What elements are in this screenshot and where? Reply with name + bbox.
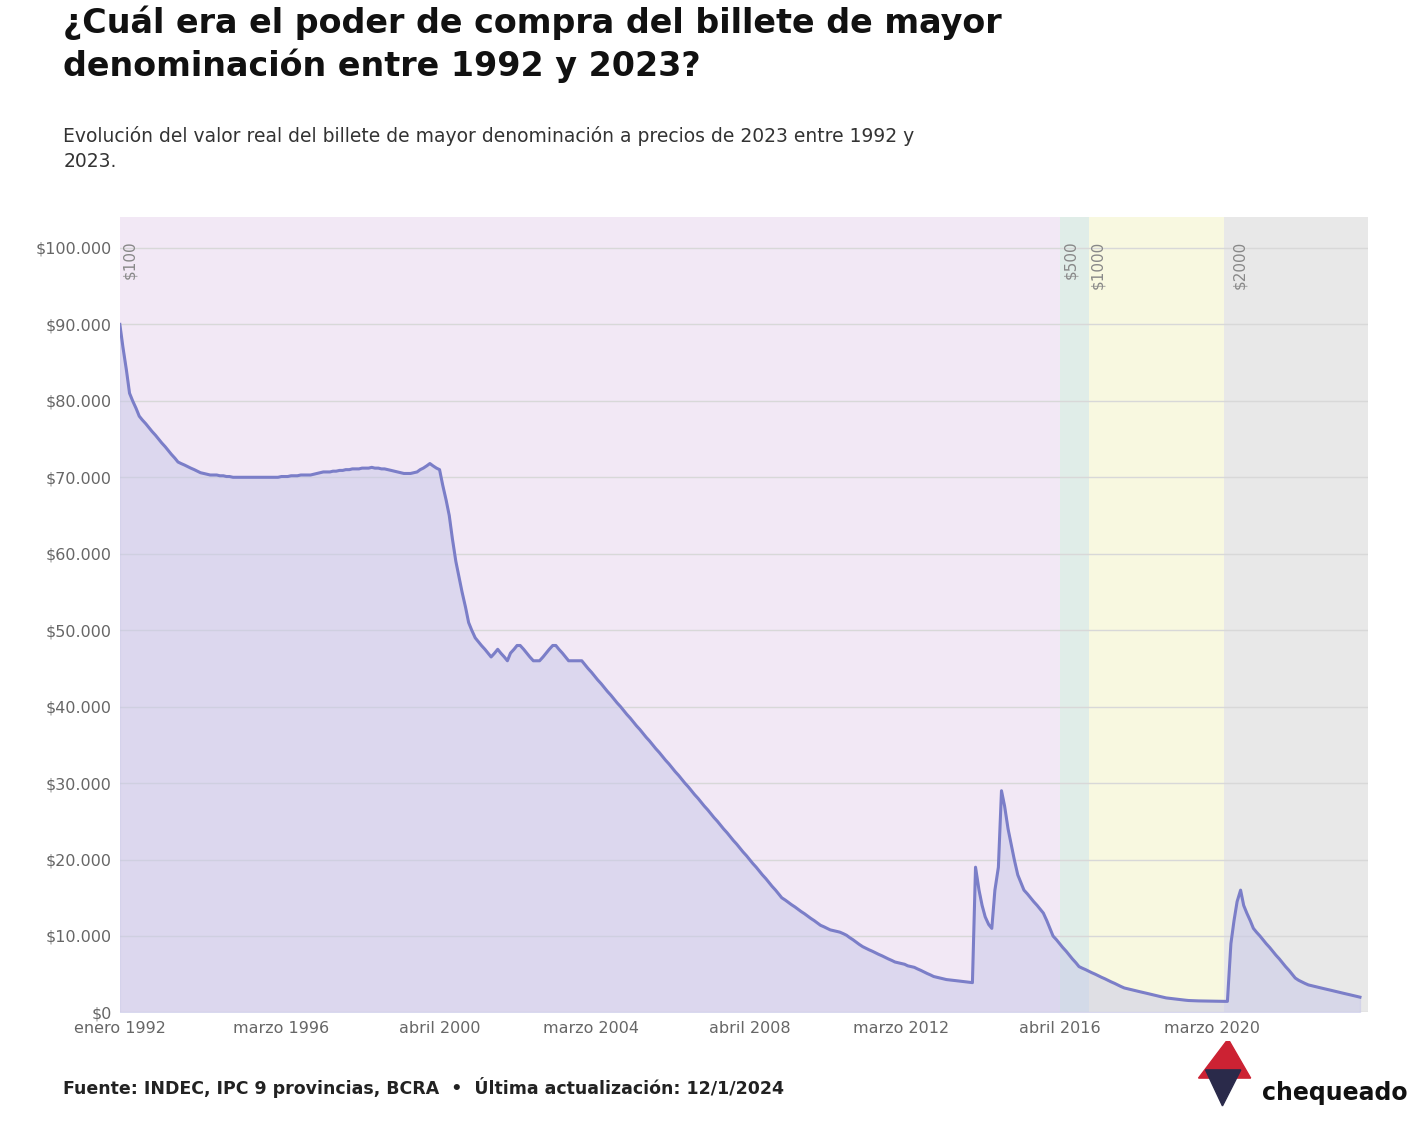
Text: $1000: $1000 (1090, 240, 1105, 288)
Polygon shape (1198, 1039, 1251, 1078)
Bar (1059, 217, 1089, 1012)
Text: Evolución del valor real del billete de mayor denominación a precios de 2023 ent: Evolución del valor real del billete de … (63, 127, 915, 172)
Polygon shape (1206, 1070, 1241, 1106)
Text: ¿Cuál era el poder de compra del billete de mayor
denominación entre 1992 y 2023: ¿Cuál era el poder de compra del billete… (63, 6, 1003, 84)
Text: $2000: $2000 (1232, 240, 1246, 288)
Bar (1089, 217, 1224, 1012)
Text: Fuente: INDEC, IPC 9 provincias, BCRA  •  Última actualización: 12/1/2024: Fuente: INDEC, IPC 9 provincias, BCRA • … (63, 1078, 784, 1098)
Text: $500: $500 (1063, 240, 1079, 279)
Bar (120, 217, 1059, 1012)
Text: $100: $100 (121, 240, 137, 279)
Text: chequeado: chequeado (1262, 1081, 1407, 1104)
Bar (1224, 217, 1368, 1012)
